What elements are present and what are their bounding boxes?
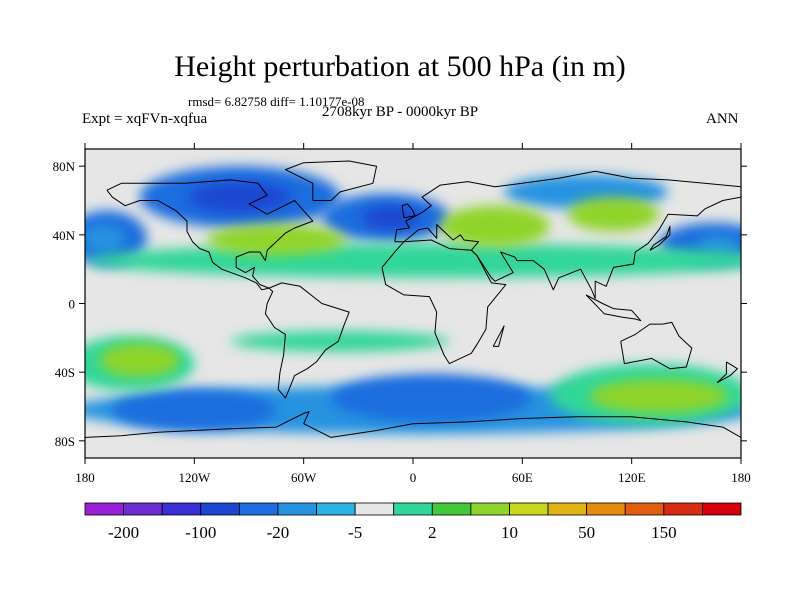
lon-tick-label: 60E: [512, 470, 533, 485]
lon-tick-label: 0: [410, 470, 417, 485]
colorbar-label: -5: [348, 523, 362, 542]
field-tropical-pos-band: [230, 330, 450, 352]
lat-tick-label: 40S: [55, 365, 75, 380]
colorbar-swatch: [123, 502, 163, 516]
colorbar-label: 2: [428, 523, 437, 542]
field-europe-high: [440, 205, 550, 247]
field-n-america-high: [207, 224, 346, 256]
field-n-hemi-high-band: [85, 243, 741, 278]
rmsd-diff-stats: rmsd= 6.82758 diff= 1.10177e-08: [188, 94, 365, 109]
field-n-atlantic-low-core: [361, 205, 421, 230]
coastline-segment: [716, 361, 738, 383]
experiment-label: Expt = xqFVn-xqfua: [82, 111, 208, 127]
colorbar-swatch: [624, 502, 665, 516]
season-label: ANN: [706, 111, 739, 127]
lon-tick-label: 120W: [178, 470, 211, 485]
coastline-segment: [585, 294, 642, 322]
colorbar-label: -100: [185, 523, 216, 542]
colorbar-swatch: [200, 502, 240, 516]
field-w-pacific-low-core: [697, 234, 741, 256]
coastline-segment: [649, 225, 671, 251]
colorbar-label: -20: [267, 523, 290, 542]
coastline-segment: [381, 239, 507, 365]
colorbar-label: 10: [501, 523, 518, 542]
plot-title: Height perturbation at 500 hPa (in m): [174, 50, 626, 83]
coastline-segment: [106, 179, 314, 291]
height-field: [85, 166, 741, 434]
coastline-segment: [620, 321, 693, 370]
colorbar-swatch: [277, 502, 317, 516]
colorbar-swatch: [470, 502, 510, 516]
colorbar-swatch: [393, 502, 433, 516]
coastline-segment: [394, 170, 741, 299]
field-s-pacific-high-core: [99, 342, 180, 378]
colorbar-label: 50: [578, 523, 595, 542]
field-e-asia-high: [567, 197, 659, 232]
colorbar-swatch: [509, 502, 549, 516]
field-n-pacific-low-core: [85, 224, 126, 252]
coastline-segment: [492, 325, 505, 347]
lon-tick-label: 180: [75, 470, 95, 485]
colorbar-swatch: [161, 502, 202, 516]
coastline-segment: [284, 160, 378, 201]
field-hudson-low-core: [188, 181, 291, 213]
colorbar-label: -200: [108, 523, 139, 542]
field-s-indian-high-core: [589, 379, 729, 414]
lat-tick-label: 0: [69, 297, 76, 312]
colorbar-label: 150: [651, 523, 677, 542]
colorbar-swatch: [316, 502, 356, 516]
lat-tick-label: 40N: [53, 228, 76, 243]
period-label: 2708kyr BP - 0000kyr BP: [322, 104, 479, 120]
colorbar: -200 -100 -20 -5 2 10 50 150: [84, 502, 742, 542]
colorbar-swatch: [586, 502, 626, 516]
colorbar-swatch: [702, 502, 742, 516]
lon-tick-label: 60W: [291, 470, 317, 485]
lat-tick-label: 80S: [55, 434, 75, 449]
colorbar-swatch: [547, 502, 588, 516]
coastline-segment: [401, 203, 416, 219]
lon-tick-label: 180: [731, 470, 751, 485]
field-s-atlantic-low: [331, 373, 532, 422]
coastline-segment: [85, 411, 741, 438]
colorbar-swatch: [354, 502, 395, 516]
colorbar-swatch: [431, 502, 472, 516]
colorbar-swatch: [663, 502, 703, 516]
axis-ticks: 80N 40N 0 40S 80S 180 120W 60W 0 60E 120E 180: [53, 143, 751, 485]
coastline-segment: [264, 282, 350, 399]
colorbar-swatch: [84, 502, 124, 516]
lat-tick-label: 80N: [53, 159, 76, 174]
colorbar-swatch: [238, 502, 279, 516]
coastlines: [85, 160, 741, 438]
field-s-pacific-low: [112, 389, 277, 431]
lon-tick-label: 120E: [618, 470, 646, 485]
